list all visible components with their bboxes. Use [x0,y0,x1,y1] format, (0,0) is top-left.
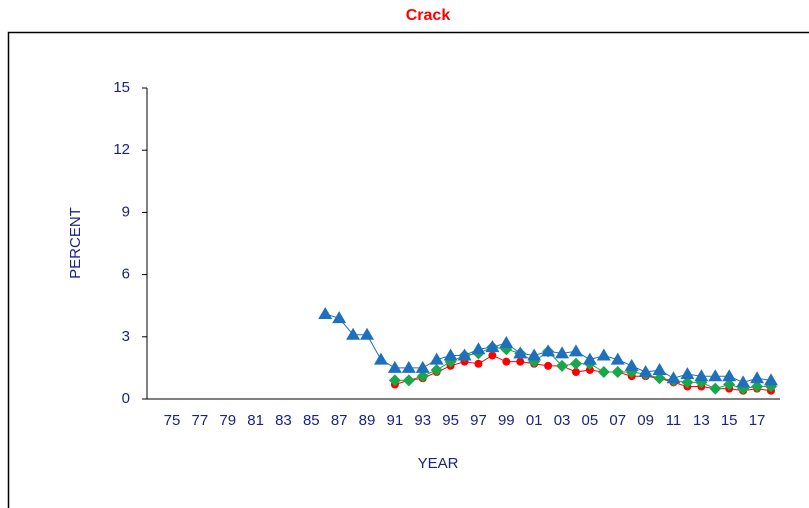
y-tick-label: 6 [122,266,130,283]
point [499,336,514,349]
chart-title: Crack [406,7,451,24]
y-tick-label: 9 [122,203,130,220]
point [751,380,764,393]
point [610,352,625,365]
point [568,344,583,357]
x-tick-label: 05 [582,412,599,429]
point [585,365,594,374]
point [596,348,611,361]
point [571,368,580,377]
point [388,374,401,387]
point [680,367,695,380]
point [416,370,429,383]
series-line [394,354,772,392]
point [653,372,666,385]
x-tick-label: 07 [609,412,626,429]
x-tick-label: 03 [554,412,571,429]
x-tick-label: 13 [693,412,710,429]
x-tick-label: 75 [164,412,181,429]
x-tick-label: 89 [359,412,376,429]
point [556,359,569,372]
point [750,371,765,384]
x-tick-label: 97 [470,412,487,429]
point [681,376,694,389]
point [582,352,597,365]
y-axis-label: PERCENT [67,207,84,279]
point [597,366,610,379]
point [569,357,582,370]
point [723,378,736,391]
x-tick-label: 87 [331,412,348,429]
y-tick-label: 15 [113,79,130,96]
point [513,346,528,359]
x-tick-label: 79 [219,412,236,429]
x-tick-label: 83 [275,412,292,429]
point [652,362,667,375]
x-tick-label: 93 [414,412,431,429]
point [415,360,430,373]
x-tick-label: 01 [526,412,543,429]
point [624,358,639,371]
point [666,371,681,384]
x-tick-label: 77 [192,412,209,429]
point [471,342,486,355]
x-tick-label: 11 [666,412,682,429]
x-tick-label: 99 [498,412,515,429]
point [474,359,483,368]
y-tick-label: 0 [122,390,130,407]
point [457,348,472,361]
x-tick-label: 17 [749,412,766,429]
x-tick-label: 81 [247,412,264,429]
point [736,375,751,388]
x-tick-label: 15 [721,412,738,429]
point [401,360,416,373]
x-tick-label: 95 [442,412,459,429]
point [346,327,361,340]
point [429,352,444,365]
series-line [394,346,771,390]
point [638,365,653,378]
x-tick-label: 09 [637,412,654,429]
point [709,382,722,395]
point [708,369,723,382]
point [373,352,388,365]
point [763,373,778,386]
point [443,348,458,361]
point [360,327,375,340]
point [332,311,347,324]
point [527,348,542,361]
point [430,363,443,376]
point [488,351,497,360]
point [402,374,415,387]
point [722,369,737,382]
x-tick-label: 91 [387,412,404,429]
y-tick-label: 3 [122,328,130,345]
point [516,357,525,366]
point [318,306,333,319]
point [611,366,624,379]
point [544,361,553,370]
frame [7,31,809,508]
x-axis-label: YEAR [418,455,459,472]
point [387,360,402,373]
point [485,340,500,353]
x-tick-label: 85 [303,412,320,429]
point [694,369,709,382]
y-tick-label: 12 [113,141,130,158]
point [555,346,570,359]
point [541,344,556,357]
point [502,357,511,366]
